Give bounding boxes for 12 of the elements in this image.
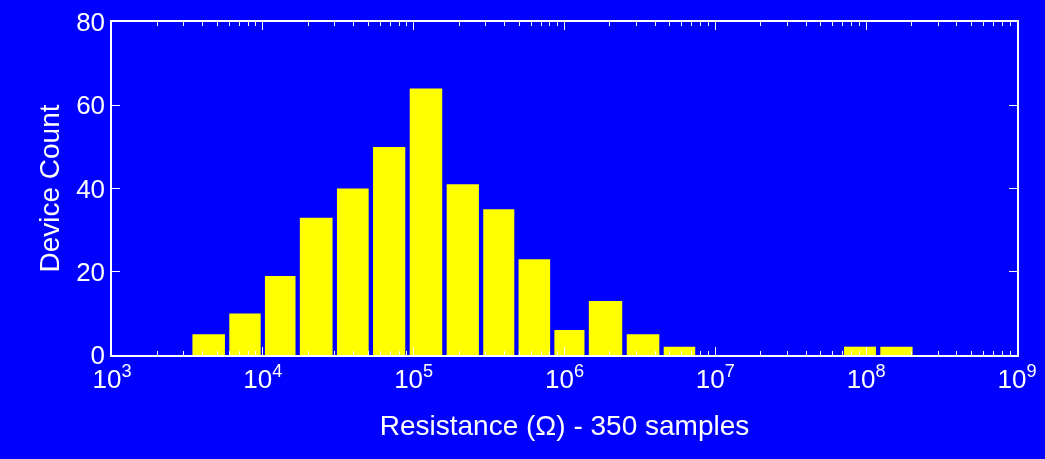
y-tick-label: 60 bbox=[76, 90, 106, 121]
y-tick-label: 40 bbox=[76, 173, 106, 204]
x-axis-title: Resistance (Ω) - 350 samples bbox=[379, 409, 750, 441]
x-tick-label: 10$^{7}$ bbox=[695, 361, 735, 394]
x-tick-label: 10$^{5}$ bbox=[394, 361, 434, 394]
y-axis-title: Device Count bbox=[34, 104, 66, 273]
x-tick-label: 10$^{4}$ bbox=[243, 361, 283, 394]
x-tick-label: 10$^{8}$ bbox=[846, 361, 886, 394]
x-tick-label: 10$^{9}$ bbox=[997, 361, 1037, 394]
y-tick-label: 20 bbox=[76, 256, 106, 287]
y-tick-label: 80 bbox=[76, 7, 106, 38]
x-tick-label: 10$^{6}$ bbox=[544, 361, 585, 394]
